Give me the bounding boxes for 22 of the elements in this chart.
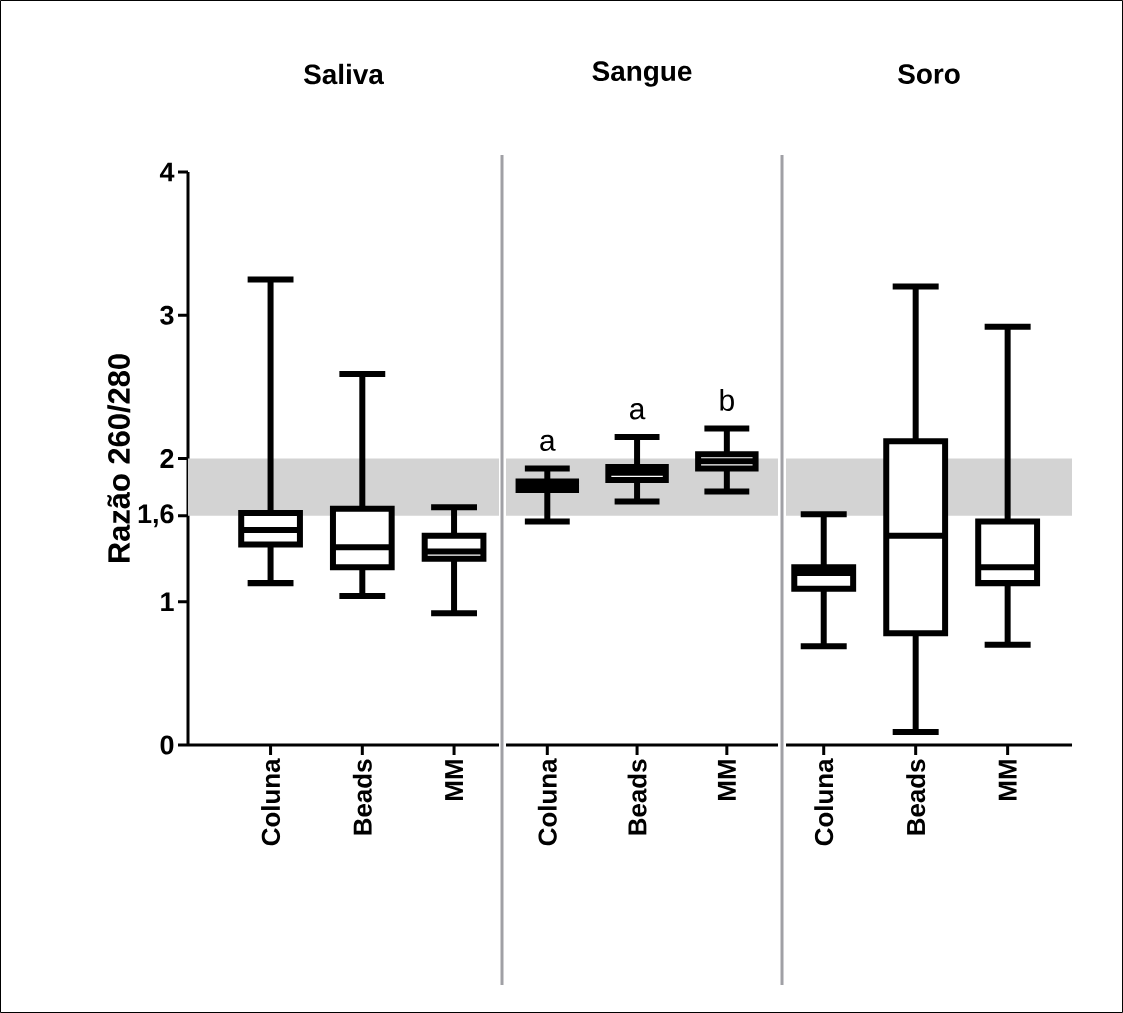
chart-title: Soro — [898, 64, 960, 84]
y-tick-label: 0 — [160, 735, 174, 755]
x-tick-label: Beads — [627, 759, 647, 835]
annotation: a — [630, 403, 646, 420]
y-tick-label: 2 — [160, 449, 174, 468]
y-axis-title: Razão 260/280 — [107, 354, 131, 563]
chart-title: Saliva — [303, 63, 384, 85]
x-tick-label: MM — [998, 760, 1017, 800]
x-tick-label: MM — [445, 760, 463, 800]
x-tick-label: Coluna — [261, 758, 281, 846]
x-tick-label: Beads — [352, 759, 372, 835]
y-tick-label: 1 — [161, 592, 174, 611]
x-tick-label: Coluna — [537, 758, 557, 846]
x-tick-label: Beads — [906, 759, 926, 835]
annotation: b — [720, 388, 734, 411]
x-tick-label: MM — [717, 760, 736, 800]
chart-title: Sangue — [592, 61, 692, 87]
x-tick-label: Coluna — [814, 758, 834, 846]
y-tick-label: 3 — [160, 305, 174, 325]
y-tick-label: 4 — [159, 162, 175, 182]
annotation: a — [540, 434, 556, 452]
y-tick-label: 1,6 — [138, 504, 174, 528]
